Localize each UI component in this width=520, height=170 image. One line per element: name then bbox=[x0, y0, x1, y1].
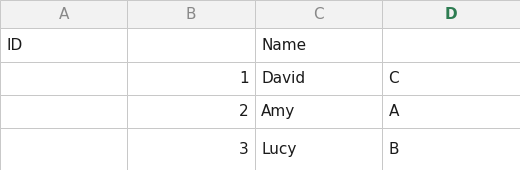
Text: A: A bbox=[59, 6, 69, 22]
Text: Lucy: Lucy bbox=[261, 142, 296, 157]
Bar bbox=[255, 62, 382, 95]
Bar bbox=[382, 62, 520, 95]
Text: C: C bbox=[388, 71, 399, 86]
Bar bbox=[0, 0, 127, 28]
Text: Name: Name bbox=[261, 38, 306, 53]
Text: ID: ID bbox=[6, 38, 22, 53]
Text: 2: 2 bbox=[239, 104, 249, 119]
Text: C: C bbox=[313, 6, 324, 22]
Bar bbox=[127, 128, 255, 170]
Bar bbox=[0, 95, 127, 128]
Bar bbox=[382, 0, 520, 28]
Bar bbox=[255, 0, 382, 28]
Bar bbox=[127, 0, 255, 28]
Bar bbox=[0, 128, 127, 170]
Text: D: D bbox=[445, 6, 458, 22]
Text: Amy: Amy bbox=[261, 104, 295, 119]
Text: David: David bbox=[261, 71, 305, 86]
Bar bbox=[0, 62, 127, 95]
Bar bbox=[255, 95, 382, 128]
Bar bbox=[255, 28, 382, 62]
Bar bbox=[255, 128, 382, 170]
Text: B: B bbox=[388, 142, 399, 157]
Bar bbox=[127, 62, 255, 95]
Bar bbox=[127, 28, 255, 62]
Text: 3: 3 bbox=[239, 142, 249, 157]
Bar bbox=[382, 95, 520, 128]
Text: A: A bbox=[388, 104, 399, 119]
Bar bbox=[127, 95, 255, 128]
Bar bbox=[382, 28, 520, 62]
Bar bbox=[382, 128, 520, 170]
Text: B: B bbox=[186, 6, 197, 22]
Text: 1: 1 bbox=[239, 71, 249, 86]
Bar bbox=[0, 28, 127, 62]
